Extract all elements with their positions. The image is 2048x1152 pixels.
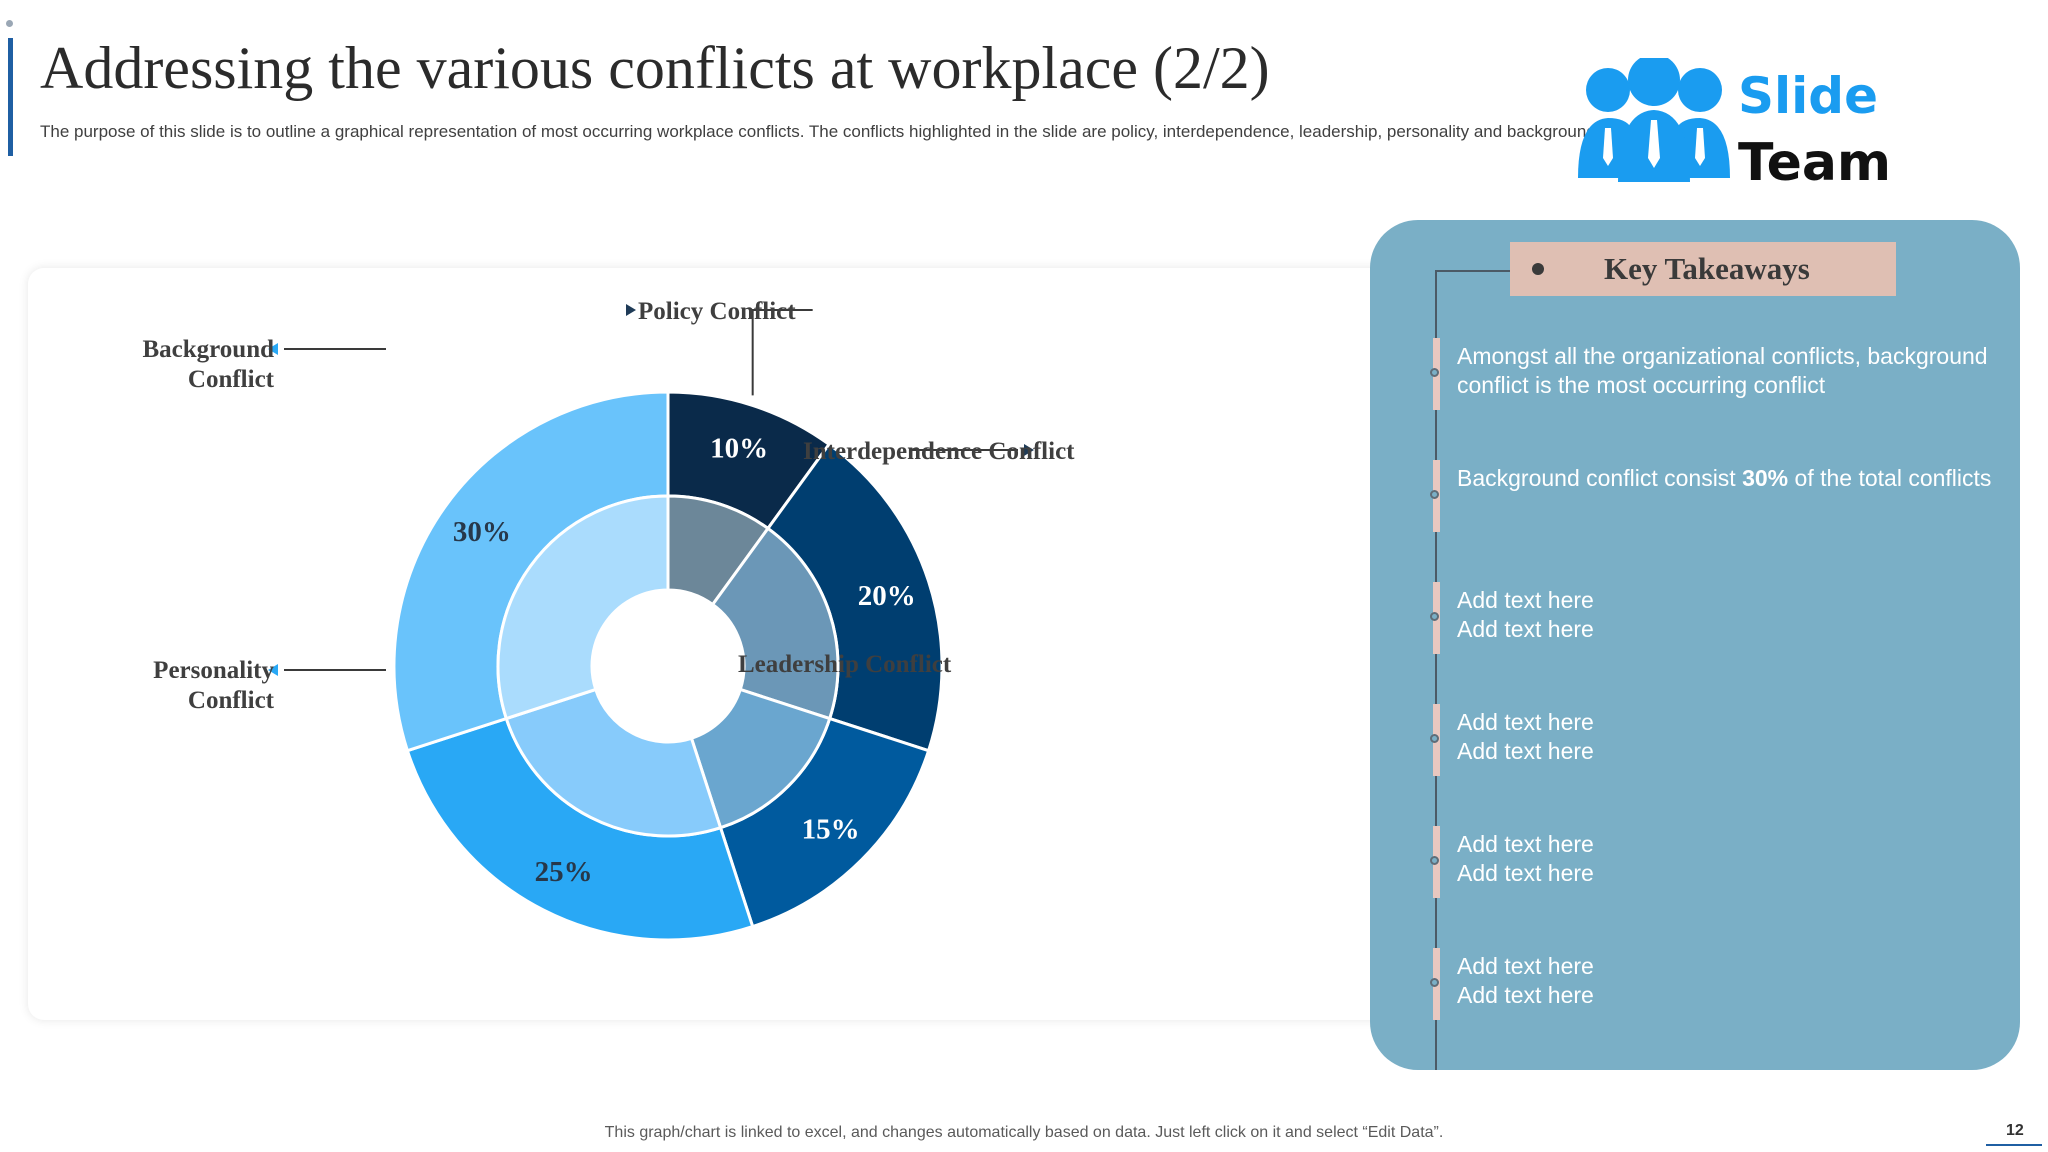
- timeline-node-icon: [1430, 612, 1439, 621]
- takeaway-text: Amongst all the organizational conflicts…: [1457, 342, 1997, 400]
- category-label-personality: Personality: [153, 657, 274, 684]
- logo-word-team: Team: [1738, 133, 1888, 188]
- takeaway-item: Add text here Add text here: [1430, 948, 1993, 1020]
- slice-background-inner: [496, 494, 670, 721]
- timeline-node-icon: [1430, 734, 1439, 743]
- slide-subtitle: The purpose of this slide is to outline …: [40, 122, 1601, 141]
- timeline-node-icon: [1430, 978, 1439, 987]
- takeaway-item: Amongst all the organizational conflicts…: [1430, 338, 1993, 410]
- takeaway-text-part: Add text here Add text here: [1457, 953, 1594, 1008]
- category-label-policy: Policy Conflict: [638, 298, 796, 325]
- category-label-personality: Conflict: [188, 687, 275, 714]
- takeaway-item: Background conflict consist 30% of the t…: [1430, 460, 1993, 532]
- takeaway-text-part: Add text here Add text here: [1457, 831, 1594, 886]
- slice-interdependence-inner: [710, 526, 840, 721]
- timeline-node-icon: [1430, 856, 1439, 865]
- timeline-node-icon: [1430, 368, 1439, 377]
- takeaway-text: Background conflict consist 30% of the t…: [1457, 464, 1997, 493]
- takeaway-text-part: Background conflict consist: [1457, 465, 1743, 491]
- takeaway-item: Add text here Add text here: [1430, 582, 1993, 654]
- arrow-head-icon: [626, 304, 636, 316]
- timeline-line: [1435, 270, 1437, 1070]
- slide-title: Addressing the various conflicts at work…: [40, 35, 1270, 101]
- takeaway-text-part: Amongst all the organizational conflicts…: [1457, 343, 1988, 398]
- takeaway-text: Add text here Add text here: [1457, 708, 1607, 766]
- footer-note: This graph/chart is linked to excel, and…: [604, 1124, 1444, 1141]
- takeaway-text: Add text here Add text here: [1457, 830, 1607, 888]
- accent-dot: [6, 20, 13, 27]
- arrow-head-icon: [1024, 444, 1034, 456]
- takeaway-text: Add text here Add text here: [1457, 952, 1607, 1010]
- data-label-personality: 25%: [535, 856, 593, 888]
- category-label-leadership: Leadership Conflict: [738, 651, 952, 678]
- data-label-interdependence: 20%: [858, 580, 916, 612]
- data-label-policy: 10%: [710, 432, 768, 464]
- key-takeaways-header: Key Takeaways: [1510, 242, 1896, 296]
- takeaway-text-part: of the total conflicts: [1788, 465, 1992, 491]
- category-label-interdependence: Interdependence Conflict: [803, 438, 1075, 465]
- category-label-background: Conflict: [188, 366, 275, 393]
- chart-card: 10% 20% 15% 25% 30% Policy Conflict Interdepen…: [28, 268, 1394, 1020]
- takeaway-text-bold: 30%: [1742, 465, 1789, 491]
- takeaway-text-part: Add text here Add text here: [1457, 587, 1594, 642]
- slice-personality-inner: [504, 687, 723, 838]
- timeline-connector: [1435, 270, 1511, 272]
- takeaway-text-part: Add text here Add text here: [1457, 709, 1594, 764]
- takeaway-item: Add text here Add text here: [1430, 704, 1993, 776]
- takeaway-item: Add text here Add text here: [1430, 826, 1993, 898]
- title-accent-bar: [8, 38, 13, 156]
- timeline-node-icon: [1430, 490, 1439, 499]
- slice-leadership-inner: [689, 687, 832, 830]
- conflict-donut-chart[interactable]: 10% 20% 15% 25% 30% Policy Conflict Interdepen…: [28, 268, 1394, 1020]
- key-takeaways-title: Key Takeaways: [1604, 251, 1810, 286]
- callout-line-policy: [751, 309, 813, 396]
- team-people-icon: [1578, 58, 1730, 182]
- logo-word-slide: Slide: [1738, 67, 1878, 125]
- slideteam-logo: Slide Team: [1578, 58, 1888, 188]
- arrow-head-icon: [268, 664, 278, 676]
- data-label-background: 30%: [453, 516, 511, 548]
- page-number: 12: [2006, 1122, 2024, 1139]
- page-number-underline: [1986, 1144, 2042, 1146]
- takeaway-text: Add text here Add text here: [1457, 586, 1607, 644]
- category-label-background: Background: [142, 336, 274, 363]
- bullet-icon: [1532, 263, 1544, 275]
- data-label-leadership: 15%: [802, 814, 860, 846]
- key-takeaways-panel: [1370, 220, 2020, 1070]
- arrow-head-icon: [268, 343, 278, 355]
